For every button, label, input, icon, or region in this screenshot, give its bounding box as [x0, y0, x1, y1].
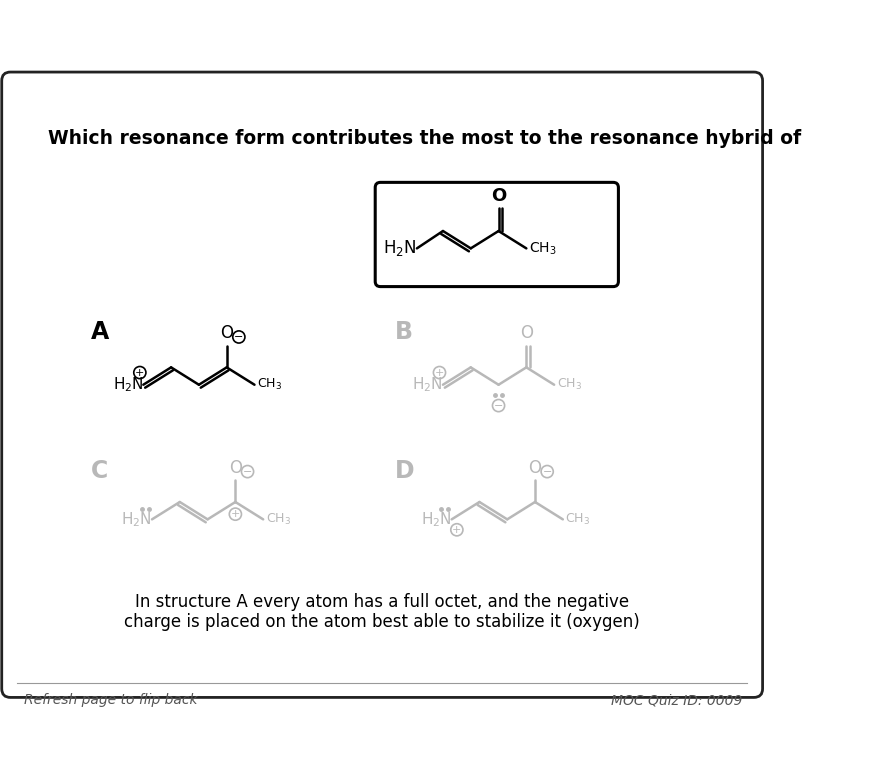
- Text: MOC Quiz ID: 0009: MOC Quiz ID: 0009: [612, 693, 743, 707]
- Text: C: C: [92, 459, 108, 483]
- Text: Refresh page to flip back: Refresh page to flip back: [25, 693, 198, 707]
- Text: −: −: [234, 332, 244, 342]
- Text: CH$_3$: CH$_3$: [529, 241, 556, 257]
- Text: A: A: [92, 319, 109, 344]
- Text: B: B: [395, 319, 414, 344]
- Text: +: +: [452, 525, 461, 535]
- FancyBboxPatch shape: [2, 72, 763, 697]
- Text: O: O: [529, 459, 541, 476]
- Text: H$_2$N: H$_2$N: [113, 375, 143, 394]
- Text: O: O: [520, 324, 533, 342]
- Text: CH$_3$: CH$_3$: [566, 512, 590, 527]
- Text: CH$_3$: CH$_3$: [266, 512, 291, 527]
- Text: D: D: [395, 459, 414, 483]
- Text: −: −: [494, 401, 503, 411]
- Text: Which resonance form contributes the most to the resonance hybrid of: Which resonance form contributes the mos…: [48, 129, 801, 148]
- Text: H$_2$N: H$_2$N: [384, 238, 417, 258]
- Text: CH$_3$: CH$_3$: [557, 377, 582, 392]
- Text: In structure A every atom has a full octet, and the negative: In structure A every atom has a full oct…: [136, 593, 629, 611]
- Text: O: O: [229, 459, 242, 476]
- Text: charge is placed on the atom best able to stabilize it (oxygen): charge is placed on the atom best able t…: [124, 613, 640, 631]
- Text: −: −: [243, 466, 253, 476]
- Text: H$_2$N: H$_2$N: [421, 510, 451, 529]
- Text: H$_2$N: H$_2$N: [412, 375, 443, 394]
- Text: −: −: [542, 466, 552, 476]
- Text: +: +: [435, 368, 444, 378]
- Text: CH$_3$: CH$_3$: [257, 377, 282, 392]
- Text: O: O: [220, 324, 233, 342]
- Text: O: O: [491, 187, 506, 205]
- Text: +: +: [136, 368, 144, 378]
- Text: +: +: [231, 509, 240, 519]
- FancyBboxPatch shape: [375, 182, 619, 286]
- Text: H$_2$N: H$_2$N: [121, 510, 152, 529]
